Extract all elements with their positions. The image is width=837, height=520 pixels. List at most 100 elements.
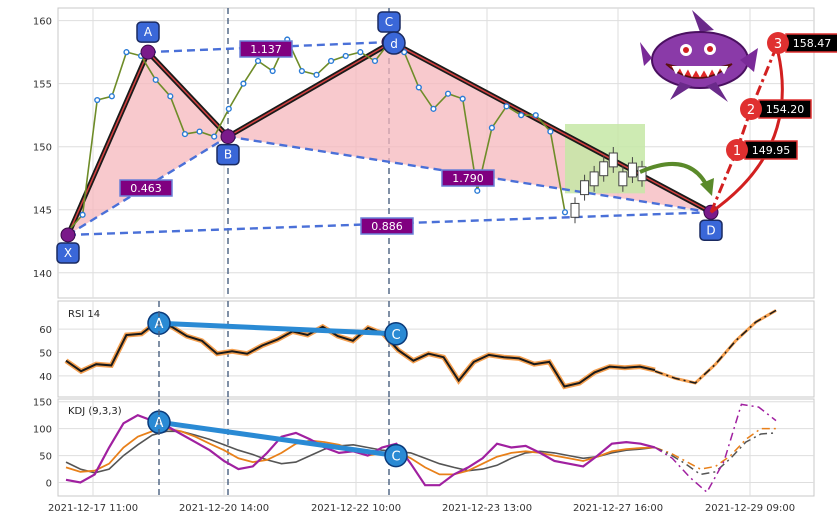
pattern-leg-inner bbox=[147, 51, 229, 138]
price-data-point bbox=[518, 112, 525, 119]
target-label: 2 bbox=[747, 103, 755, 118]
price-data-point bbox=[532, 112, 539, 119]
price-y-tick-label: 140 bbox=[33, 269, 52, 280]
price-data-point bbox=[196, 128, 203, 135]
kdj-projection-line bbox=[654, 432, 777, 476]
price-data-point bbox=[474, 187, 481, 194]
projection-candle bbox=[608, 152, 618, 168]
point-a-marker bbox=[140, 44, 156, 60]
price-y-tick-label: 160 bbox=[33, 17, 52, 28]
rsi-y-tick-label: 40 bbox=[39, 372, 52, 383]
projection-candle bbox=[570, 202, 580, 218]
price-data-point bbox=[211, 133, 218, 140]
price-data-point bbox=[328, 57, 335, 65]
point-b-badge bbox=[216, 143, 240, 166]
point-c-badge bbox=[377, 11, 401, 33]
rsi-projection-line bbox=[654, 309, 777, 384]
price-data-point bbox=[444, 90, 452, 97]
rsi-frame bbox=[57, 300, 815, 398]
pattern-dashed-line bbox=[67, 211, 712, 237]
price-data-point bbox=[503, 103, 510, 110]
point-d-final-badge bbox=[699, 219, 723, 242]
target-path bbox=[709, 42, 780, 213]
price-data-point bbox=[547, 128, 554, 135]
point-b-marker bbox=[220, 129, 236, 145]
projection-candle bbox=[599, 161, 609, 177]
x-tick-label: 2021-12-22 10:00 bbox=[311, 503, 401, 514]
kdj-y-tick-label: 50 bbox=[39, 452, 52, 463]
ratio-label: 1.137 bbox=[250, 43, 282, 56]
target-value: 154.20 bbox=[766, 103, 805, 116]
rsi-y-tick-label: 60 bbox=[39, 325, 52, 336]
x-tick-label: 2021-12-23 13:00 bbox=[442, 503, 532, 514]
pattern-leg-inner bbox=[391, 41, 712, 213]
point-c-label: C bbox=[385, 15, 393, 29]
price-data-point bbox=[94, 96, 101, 104]
projection-arrow-head bbox=[700, 178, 714, 196]
price-y-tick-label: 145 bbox=[33, 206, 52, 217]
rsi-y-tick-label: 50 bbox=[39, 349, 52, 360]
price-data-point bbox=[459, 95, 466, 102]
price-data-point bbox=[371, 57, 379, 65]
target-badge bbox=[740, 98, 762, 120]
rsi-divergence-line bbox=[158, 320, 397, 337]
x-tick-label: 2021-12-29 09:00 bbox=[705, 503, 795, 514]
price-data-point bbox=[357, 49, 364, 56]
rsi-anchor-badge bbox=[384, 322, 408, 346]
point-x-badge bbox=[56, 242, 80, 264]
projection-candle bbox=[637, 166, 647, 182]
point-b-label: B bbox=[224, 148, 232, 162]
ratio-box bbox=[239, 40, 293, 58]
price-data-point bbox=[401, 49, 408, 56]
rsi-title: RSI 14 bbox=[68, 309, 100, 320]
x-tick-label: 2021-12-20 14:00 bbox=[179, 503, 269, 514]
projection-arrow bbox=[639, 162, 710, 189]
target-value: 149.95 bbox=[752, 144, 791, 157]
price-data-point bbox=[298, 67, 305, 75]
projection-candle bbox=[589, 171, 599, 187]
price-data-point bbox=[240, 80, 247, 87]
shark-mascot-icon bbox=[640, 10, 758, 102]
ratio-box bbox=[441, 169, 495, 187]
point-a-badge bbox=[136, 21, 160, 43]
kdj-anchor-label: C bbox=[391, 450, 400, 465]
pattern-dashed-line bbox=[227, 135, 712, 214]
rsi-anchor-label: C bbox=[391, 328, 400, 343]
price-data-point bbox=[123, 49, 130, 56]
point-d-label: d bbox=[390, 37, 398, 51]
ratio-label: 1.790 bbox=[452, 172, 484, 185]
pattern-leg-inner bbox=[227, 41, 393, 138]
price-data-point bbox=[254, 57, 262, 65]
kdj-projection-line bbox=[654, 403, 777, 494]
ratio-label: 0.463 bbox=[130, 182, 162, 195]
kdj-y-tick-label: 150 bbox=[33, 398, 52, 409]
price-data-point bbox=[79, 211, 86, 218]
ratio-box bbox=[119, 179, 173, 197]
ratio-box bbox=[360, 217, 414, 235]
kdj-projection-line bbox=[654, 427, 776, 470]
price-data-point bbox=[181, 130, 189, 138]
kdj-title: KDJ (9,3,3) bbox=[68, 406, 122, 417]
price-data-point bbox=[167, 93, 174, 100]
target-badge bbox=[726, 139, 748, 161]
price-data-point bbox=[415, 84, 422, 91]
kdj-frame bbox=[57, 398, 815, 497]
target-label: 3 bbox=[774, 37, 782, 52]
x-tick-label: 2021-12-17 11:00 bbox=[48, 503, 138, 514]
target-badge bbox=[767, 32, 789, 54]
price-y-tick-label: 150 bbox=[33, 143, 52, 154]
kdj-y-tick-label: 100 bbox=[33, 425, 52, 436]
target-label: 1 bbox=[733, 144, 741, 159]
price-y-tick-label: 155 bbox=[33, 80, 52, 91]
x-tick-label: 2021-12-27 16:00 bbox=[573, 503, 663, 514]
price-data-point bbox=[430, 105, 437, 112]
projection-candle bbox=[580, 180, 590, 196]
price-data-point bbox=[225, 105, 232, 112]
price-data-point bbox=[488, 124, 496, 131]
x-axis: 2021-12-17 11:00 2021-12-20 14:00 2021-12-… bbox=[48, 503, 795, 514]
projection-candle bbox=[618, 171, 628, 187]
point-a-label: A bbox=[144, 25, 153, 39]
